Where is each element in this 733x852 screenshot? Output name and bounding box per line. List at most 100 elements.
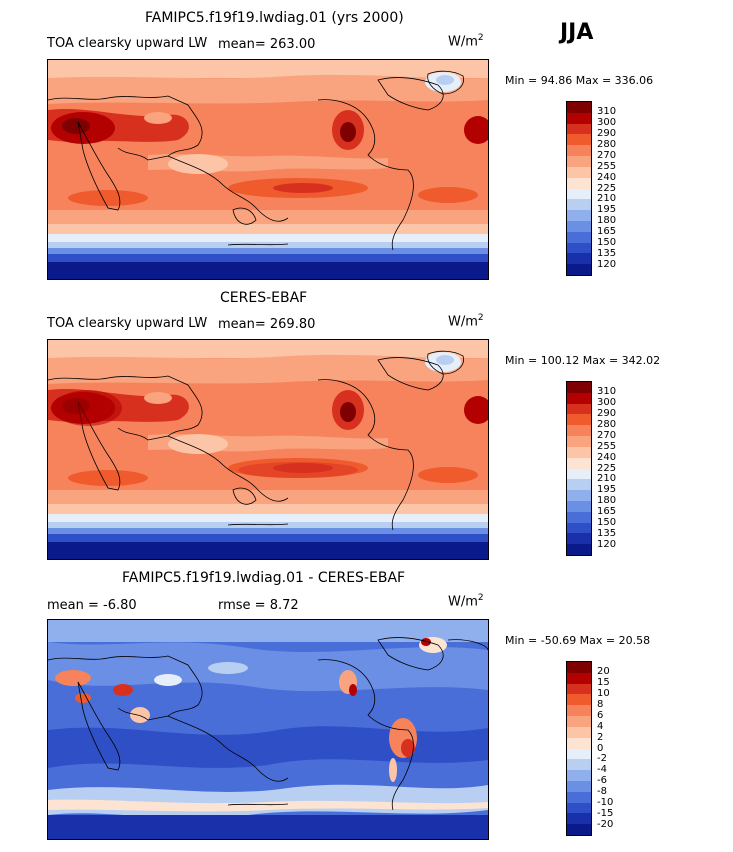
colorbar-tick-label: 180 xyxy=(597,495,617,507)
colorbar-tick-label: -6 xyxy=(597,775,607,787)
colorbar-tick-label: 270 xyxy=(597,149,617,161)
colorbar-tick-label: 150 xyxy=(597,517,617,529)
colorbar-swatch xyxy=(567,403,591,415)
colorbar-swatch xyxy=(567,780,591,792)
colorbar-swatch xyxy=(567,672,591,684)
colorbar-tick-label: 270 xyxy=(597,429,617,441)
colorbar-swatch xyxy=(567,102,591,113)
colorbar-swatch xyxy=(567,425,591,437)
panel-3-mean: mean = -6.80 xyxy=(47,598,137,613)
colorbar-swatch xyxy=(567,824,591,835)
colorbar-tick-label: 135 xyxy=(597,248,617,260)
colorbar-tick-label: 300 xyxy=(597,396,617,408)
colorbar-swatch xyxy=(567,716,591,727)
colorbar-tick-label: -10 xyxy=(597,797,614,809)
colorbar-swatch xyxy=(567,694,591,706)
panel-2-minmax: Min = 100.12 Max = 342.02 xyxy=(505,354,661,367)
colorbar-swatch xyxy=(567,759,591,771)
panel-1-map xyxy=(47,59,489,280)
colorbar-swatch xyxy=(567,199,591,211)
colorbar-swatch xyxy=(567,813,591,825)
colorbar-swatch xyxy=(567,220,591,232)
colorbar-tick-label: 255 xyxy=(597,160,617,172)
colorbar-tick-label: 225 xyxy=(597,462,617,474)
colorbar-tick-label: 0 xyxy=(597,742,604,754)
colorbar-swatch xyxy=(567,500,591,512)
colorbar-swatch xyxy=(567,544,591,555)
colorbar-swatch xyxy=(567,392,591,404)
colorbar-swatch xyxy=(567,112,591,124)
map-plot-2 xyxy=(48,340,488,559)
colorbar-swatch xyxy=(567,737,591,749)
colorbar-swatch xyxy=(567,156,591,167)
colorbar-tick-label: 6 xyxy=(597,709,604,721)
colorbar-swatch xyxy=(567,770,591,781)
colorbar-tick-label: 8 xyxy=(597,698,604,710)
panel-1-units: W/m2 xyxy=(448,33,484,50)
colorbar-tick-label: 240 xyxy=(597,171,617,183)
colorbar-2 xyxy=(566,381,592,556)
colorbar-swatch xyxy=(567,748,591,760)
colorbar-tick-label: -2 xyxy=(597,753,607,765)
panel-3-map xyxy=(47,619,489,840)
colorbar-tick-label: 210 xyxy=(597,473,617,485)
colorbar-tick-label: 4 xyxy=(597,720,604,732)
colorbar-tick-label: 2 xyxy=(597,731,604,743)
panel-1-variable: TOA clearsky upward LW xyxy=(47,36,208,51)
colorbar-tick-label: 135 xyxy=(597,528,617,540)
colorbar-swatch xyxy=(567,662,591,673)
colorbar-tick-label: 180 xyxy=(597,215,617,227)
colorbar-swatch xyxy=(567,468,591,480)
colorbar-tick-label: 165 xyxy=(597,226,617,238)
colorbar-tick-label: 195 xyxy=(597,204,617,216)
colorbar-tick-label: 225 xyxy=(597,182,617,194)
colorbar-swatch xyxy=(567,683,591,695)
colorbar-3 xyxy=(566,661,592,836)
colorbar-tick-label: 165 xyxy=(597,506,617,518)
panel-1-mean: mean= 263.00 xyxy=(218,37,316,52)
colorbar-tick-label: 310 xyxy=(597,385,617,397)
colorbar-swatch xyxy=(567,382,591,393)
colorbar-swatch xyxy=(567,166,591,178)
colorbar-tick-label: 290 xyxy=(597,407,617,419)
colorbar-swatch xyxy=(567,522,591,534)
colorbar-tick-label: 210 xyxy=(597,193,617,205)
colorbar-tick-label: 15 xyxy=(597,676,610,688)
panel-3-minmax: Min = -50.69 Max = 20.58 xyxy=(505,634,651,647)
colorbar-swatch xyxy=(567,414,591,426)
colorbar-swatch xyxy=(567,705,591,717)
colorbar-1 xyxy=(566,101,592,276)
colorbar-tick-label: 300 xyxy=(597,116,617,128)
colorbar-tick-label: 20 xyxy=(597,665,610,677)
colorbar-tick-label: 310 xyxy=(597,105,617,117)
colorbar-tick-label: 240 xyxy=(597,451,617,463)
colorbar-swatch xyxy=(567,123,591,135)
colorbar-swatch xyxy=(567,253,591,265)
colorbar-tick-label: 280 xyxy=(597,418,617,430)
colorbar-tick-label: -20 xyxy=(597,819,614,831)
panel-2-variable: TOA clearsky upward LW xyxy=(47,316,208,331)
panel-1-minmax: Min = 94.86 Max = 336.06 xyxy=(505,74,654,87)
colorbar-tick-label: 195 xyxy=(597,484,617,496)
colorbar-swatch xyxy=(567,726,591,738)
panel-1-title: FAMIPC5.f19f19.lwdiag.01 (yrs 2000) xyxy=(145,10,404,26)
colorbar-swatch xyxy=(567,242,591,254)
colorbar-tick-label: 255 xyxy=(597,440,617,452)
colorbar-tick-label: -4 xyxy=(597,764,607,776)
panel-3-title: FAMIPC5.f19f19.lwdiag.01 - CERES-EBAF xyxy=(122,570,406,586)
colorbar-tick-label: 10 xyxy=(597,687,610,699)
colorbar-tick-label: 120 xyxy=(597,539,617,551)
season-label: JJA xyxy=(560,20,594,45)
colorbar-swatch xyxy=(567,231,591,243)
colorbar-swatch xyxy=(567,210,591,221)
panel-2-units: W/m2 xyxy=(448,313,484,330)
panel-2-map xyxy=(47,339,489,560)
panel-3-units: W/m2 xyxy=(448,593,484,610)
panel-3-rmse: rmse = 8.72 xyxy=(218,598,299,613)
colorbar-swatch xyxy=(567,177,591,189)
colorbar-swatch xyxy=(567,436,591,447)
panel-2-title: CERES-EBAF xyxy=(220,290,308,306)
colorbar-swatch xyxy=(567,533,591,545)
map-plot-3 xyxy=(48,620,488,839)
colorbar-tick-label: 150 xyxy=(597,237,617,249)
